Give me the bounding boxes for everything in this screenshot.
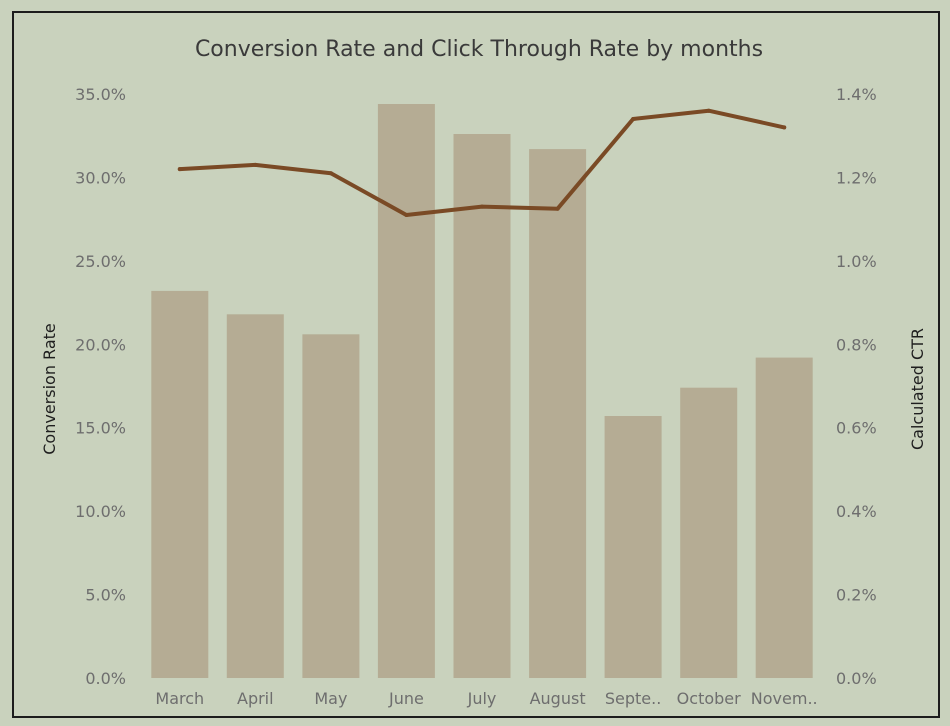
- bar-july: [453, 134, 511, 678]
- y2-tick-label: 0.4%: [836, 502, 877, 521]
- x-tick-label: July: [467, 689, 497, 708]
- bar-april: [226, 314, 284, 678]
- ctr-point: [480, 204, 484, 209]
- line-layer: [177, 108, 787, 217]
- ctr-point: [782, 125, 787, 130]
- bar-march: [151, 290, 209, 678]
- y2-tick-label: 0.2%: [836, 586, 877, 605]
- x-tick-label: Novem..: [751, 689, 818, 708]
- x-tick-label: Septe..: [605, 689, 661, 708]
- ctr-point: [631, 117, 636, 121]
- y2-tick-label: 0.6%: [836, 419, 877, 438]
- bar-august: [529, 149, 587, 679]
- bar-novem: [755, 357, 813, 678]
- y-tick-label: 15.0%: [75, 419, 126, 438]
- y2-tick-label: 0.8%: [836, 335, 877, 354]
- x-tick-label: June: [388, 689, 424, 708]
- chart: Conversion Rate and Click Through Rate b…: [40, 37, 927, 708]
- bar-june: [377, 104, 435, 678]
- y-tick-label: 0.0%: [85, 669, 126, 688]
- y-tick-label: 30.0%: [75, 168, 126, 187]
- x-tick-label: April: [237, 689, 274, 708]
- y-tick-label: 20.0%: [75, 335, 126, 354]
- x-tick-label: October: [677, 689, 741, 708]
- ctr-point: [404, 213, 409, 217]
- y-axis-ticks: 0.0% 5.0% 10.0% 15.0% 20.0% 25.0% 30.0% 35.0%: [75, 85, 126, 688]
- y-tick-label: 10.0%: [75, 502, 126, 521]
- chart-title: Conversion Rate and Click Through Rate b…: [195, 37, 763, 62]
- x-tick-label: August: [530, 689, 586, 708]
- y-tick-label: 5.0%: [85, 586, 126, 605]
- bar-septe: [604, 416, 662, 678]
- y2-tick-label: 0.0%: [836, 669, 877, 688]
- y2-tick-label: 1.2%: [836, 168, 877, 187]
- ctr-point: [555, 206, 560, 211]
- y2-axis-ticks: 0.0% 0.2% 0.4% 0.6% 0.8% 1.0% 1.2% 1.4%: [836, 85, 877, 688]
- bar-may: [302, 334, 360, 678]
- y2-tick-label: 1.0%: [836, 252, 877, 271]
- ctr-point: [328, 171, 333, 176]
- x-tick-label: March: [155, 689, 204, 708]
- y-tick-label: 25.0%: [75, 252, 126, 271]
- y2-axis-label: Calculated CTR: [908, 328, 927, 450]
- y-axis-label: Conversion Rate: [40, 323, 59, 454]
- ctr-point: [706, 108, 711, 113]
- ctr-point: [253, 162, 258, 167]
- bar-october: [680, 387, 738, 678]
- ctr-point: [177, 167, 182, 172]
- x-axis-ticks: March April May June July August Septe.. Octobe…: [155, 689, 817, 708]
- chart-frame: Conversion Rate and Click Through Rate b…: [12, 11, 940, 718]
- y-tick-label: 35.0%: [75, 85, 126, 104]
- bars-layer: [151, 104, 813, 679]
- x-tick-label: May: [314, 689, 347, 708]
- y2-tick-label: 1.4%: [836, 85, 877, 104]
